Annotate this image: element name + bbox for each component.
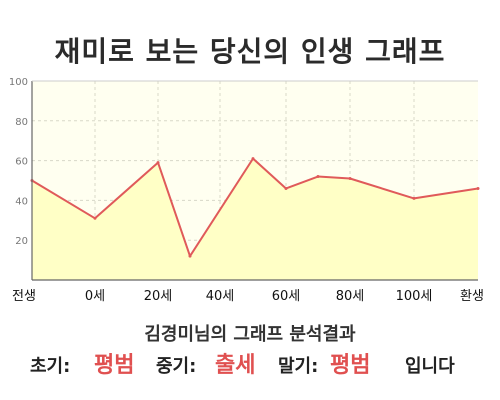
late-value: 평범 (330, 353, 371, 378)
early-value: 평범 (94, 353, 135, 378)
x-tick-label: 60세 (272, 289, 301, 304)
y-tick-label: 80 (15, 117, 28, 128)
x-tick-label: 40세 (206, 289, 235, 304)
x-tick-label: 80세 (336, 289, 365, 304)
y-tick-label: 100 (9, 77, 28, 88)
y-tick-label: 20 (15, 236, 28, 247)
summary-line: 초기: 평범 중기: 출세 말기: 평범 입니다 (30, 346, 480, 382)
x-tick-label: 환생 (460, 289, 484, 304)
data-point (93, 216, 97, 220)
data-point (412, 196, 416, 200)
x-tick-label: 20세 (144, 289, 173, 304)
analysis-subtitle: 김경미님의 그래프 분석결과 (144, 324, 356, 345)
series-area (32, 158, 478, 280)
series-line (31, 157, 479, 258)
late-label: 말기: (278, 356, 319, 377)
ending-text: 입니다 (405, 356, 455, 377)
early-label: 초기: (30, 356, 71, 377)
page-title: 재미로 보는 당신의 인생 그래프 (54, 35, 446, 68)
data-point (156, 161, 160, 165)
x-tick-label: 100세 (396, 289, 433, 304)
x-tick-label: 전생 (12, 289, 36, 304)
data-point (476, 186, 480, 190)
data-point (316, 175, 320, 179)
x-tick-label: 0세 (85, 289, 105, 304)
middle-value: 출세 (215, 353, 256, 378)
y-tick-label: 60 (15, 157, 28, 168)
data-point (251, 157, 255, 161)
data-point (188, 254, 192, 258)
middle-label: 중기: (156, 356, 197, 377)
data-point (348, 177, 352, 181)
life-graph-chart: 20 40 60 80 100 전생 0세 20세 40세 60세 80세 100세 환생 (9, 77, 484, 304)
y-tick-label: 40 (15, 196, 28, 207)
data-point (284, 186, 288, 190)
